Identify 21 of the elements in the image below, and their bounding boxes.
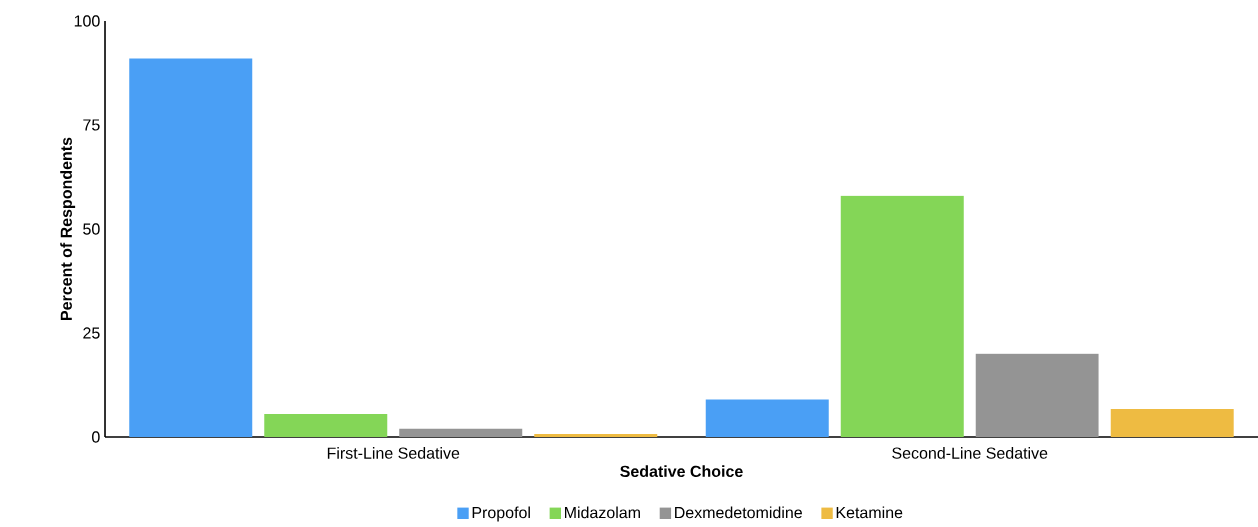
bar [129,58,253,437]
bar [399,428,523,437]
y-tick-label: 0 [92,431,100,443]
y-tick-label: 50 [83,223,100,235]
legend-label: Dexmedetomidine [675,506,802,519]
bar [534,434,658,437]
y-tick-label: 25 [83,327,100,339]
bar [975,353,1099,437]
x-tick-label: First-Line Sedative [327,447,460,459]
x-tick-label: Second-Line Sedative [892,447,1048,459]
bar [705,399,829,437]
y-tick-label: 100 [74,15,100,27]
y-axis-title: Percent of Respondents [60,137,76,320]
legend-label: Midazolam [564,506,640,519]
bar [840,195,964,437]
bar [264,414,388,437]
legend-label: Ketamine [836,506,903,519]
legend-label: Propofol [472,506,530,522]
y-tick-label: 75 [83,119,100,131]
x-axis-title: Sedative Choice [620,465,743,478]
bar [1110,409,1234,437]
